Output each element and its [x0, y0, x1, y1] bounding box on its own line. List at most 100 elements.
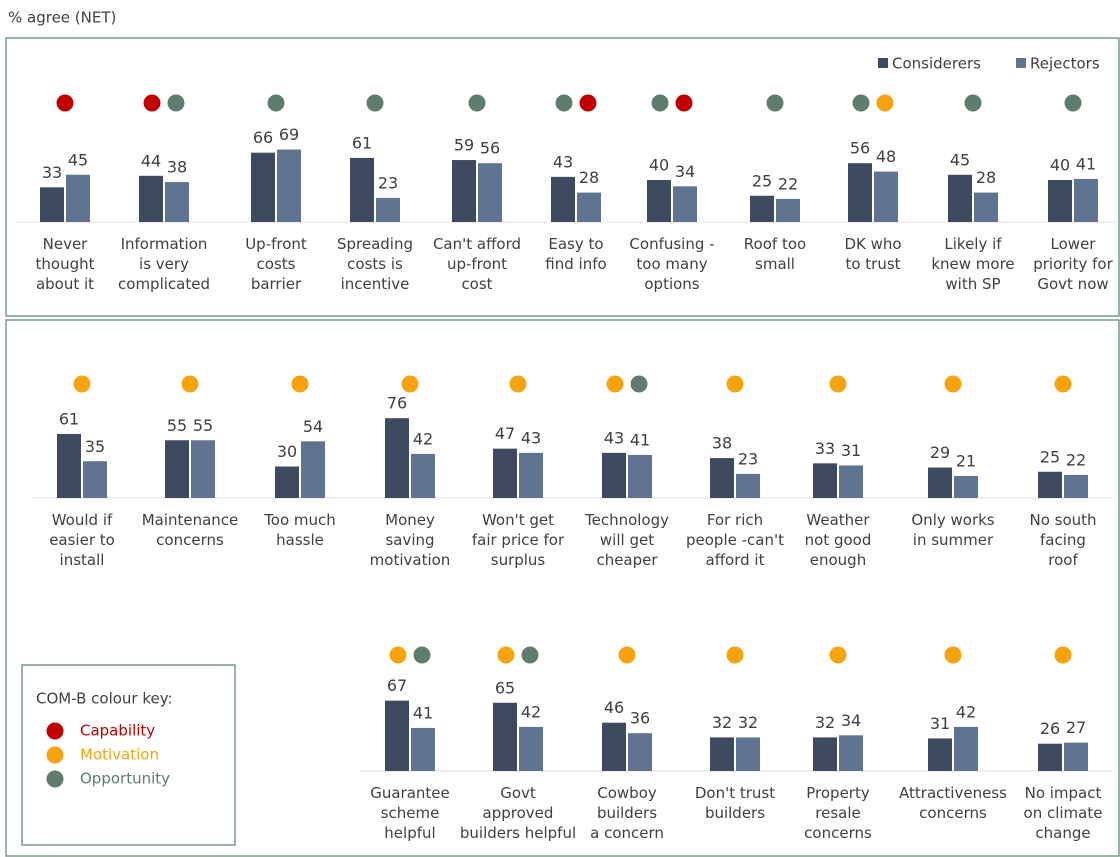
com-b-dot	[366, 94, 384, 112]
bar	[275, 466, 299, 498]
bar	[928, 467, 952, 498]
bar	[519, 726, 543, 771]
bar	[478, 163, 502, 222]
bar	[813, 737, 837, 771]
com-b-dot	[267, 94, 285, 112]
com-b-dot	[1054, 646, 1072, 664]
value-label: 26	[1040, 719, 1060, 738]
value-label: 38	[712, 434, 732, 453]
com-b-dot	[630, 375, 648, 393]
category-label: Won't get fair price for surplus	[472, 511, 565, 569]
com-b-dot	[964, 94, 982, 112]
com-b-dot	[852, 94, 870, 112]
bar	[493, 702, 517, 771]
key-dot	[46, 722, 64, 740]
com-b-dot	[1064, 94, 1082, 112]
bar	[628, 454, 652, 498]
com-b-dot	[829, 646, 847, 664]
com-b-dot	[726, 646, 744, 664]
value-label: 31	[930, 714, 950, 733]
value-label: 34	[841, 711, 861, 730]
value-label: 48	[876, 147, 896, 166]
bar	[376, 197, 400, 222]
bar	[40, 187, 64, 222]
legend-swatch	[1016, 58, 1026, 68]
com-b-dot	[555, 94, 573, 112]
com-b-dot	[143, 94, 161, 112]
value-label: 43	[521, 428, 541, 447]
category-label: Confusing -too many options	[629, 235, 714, 293]
panel	[5, 37, 1120, 317]
value-label: 67	[387, 676, 407, 695]
bar	[974, 192, 998, 222]
key-label: Opportunity	[80, 770, 170, 788]
value-label: 21	[956, 451, 976, 470]
bar	[1064, 474, 1088, 498]
value-label: 61	[352, 133, 372, 152]
bar	[251, 152, 275, 222]
bar	[839, 465, 863, 498]
category-label: Cowboy builders a concern	[590, 784, 664, 842]
legend-label: Rejectors	[1030, 55, 1100, 73]
category-label: Technology will get cheaper	[584, 511, 669, 569]
bar	[493, 448, 517, 498]
bar	[191, 440, 215, 498]
value-label: 69	[279, 125, 299, 144]
bar	[165, 182, 189, 222]
bar	[948, 174, 972, 222]
value-label: 22	[778, 174, 798, 193]
value-label: 46	[604, 698, 624, 717]
value-label: 31	[841, 441, 861, 460]
com-b-dot	[1054, 375, 1072, 393]
bar	[848, 163, 872, 222]
bar	[673, 186, 697, 222]
bar	[165, 440, 189, 498]
com-b-dot	[509, 375, 527, 393]
axis-label: % agree (NET)	[8, 9, 116, 27]
category-label: Up-front costs barrier	[245, 235, 307, 293]
category-label: Attractiveness concerns	[899, 784, 1007, 822]
value-label: 36	[630, 709, 650, 728]
bar	[602, 722, 626, 771]
bar	[66, 174, 90, 222]
bar	[83, 461, 107, 498]
category-label: Never thought about it	[36, 235, 95, 293]
value-label: 41	[413, 703, 433, 722]
category-label: Property resale concerns	[804, 784, 872, 842]
bar	[1038, 743, 1062, 771]
bar	[602, 452, 626, 498]
category-label: Would if easier to install	[49, 511, 115, 569]
value-label: 76	[387, 394, 407, 413]
bar	[928, 738, 952, 771]
value-label: 27	[1066, 718, 1086, 737]
category-label: No south facing roof	[1029, 511, 1096, 569]
bar	[874, 171, 898, 222]
com-b-dot	[651, 94, 669, 112]
key-dot	[46, 770, 64, 788]
bar	[954, 726, 978, 771]
value-label: 33	[42, 163, 62, 182]
value-label: 38	[167, 158, 187, 177]
com-b-dot	[726, 375, 744, 393]
bar	[1074, 178, 1098, 222]
com-b-dot	[944, 646, 962, 664]
value-label: 44	[141, 151, 161, 170]
com-b-dot	[766, 94, 784, 112]
bar	[411, 727, 435, 771]
bar	[710, 737, 734, 771]
bar	[385, 418, 409, 498]
value-label: 25	[1040, 447, 1060, 466]
bar	[776, 198, 800, 222]
value-label: 28	[579, 168, 599, 187]
bar	[350, 157, 374, 222]
category-label: Spreading costs is incentive	[337, 235, 413, 293]
bar	[647, 180, 671, 222]
com-b-dot	[579, 94, 597, 112]
key-dot	[46, 746, 64, 764]
category-label: Money saving motivation	[370, 511, 451, 569]
com-b-dot	[618, 646, 636, 664]
com-b-dot	[181, 375, 199, 393]
category-label: Information is very complicated	[118, 235, 210, 293]
panel	[5, 319, 1120, 857]
